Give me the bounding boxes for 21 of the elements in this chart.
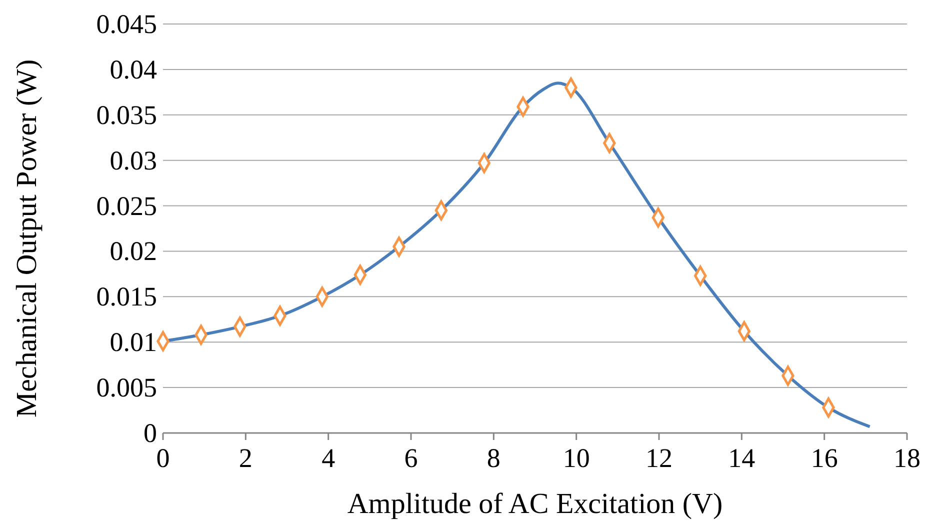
x-tick-label: 18 — [894, 443, 920, 473]
y-tick-label: 0.025 — [96, 190, 157, 221]
y-tick-label: 0.005 — [96, 372, 157, 403]
x-tick-label: 16 — [810, 443, 838, 473]
x-tick-label: 8 — [486, 443, 500, 473]
y-axis-title: Mechanical Output Power (W) — [11, 59, 43, 418]
y-tick-label: 0.035 — [96, 100, 157, 130]
y-tick-label: 0.045 — [96, 9, 157, 39]
y-tick-label: 0.02 — [110, 236, 157, 266]
y-tick-label: 0.015 — [96, 282, 157, 312]
y-tick-label: 0.04 — [110, 54, 158, 84]
x-tick-label: 6 — [404, 443, 418, 473]
y-tick-label: 0.03 — [110, 145, 157, 176]
y-tick-label: 0.01 — [110, 327, 157, 358]
y-tick-label: 0 — [144, 418, 157, 448]
x-tick-label: 2 — [238, 443, 252, 473]
x-tick-label: 4 — [322, 443, 336, 473]
x-tick-label: 14 — [728, 443, 756, 473]
x-tick-label: 10 — [562, 443, 590, 473]
x-axis-title: Amplitude of AC Excitation (V) — [347, 488, 723, 520]
x-tick-label: 12 — [646, 443, 672, 473]
